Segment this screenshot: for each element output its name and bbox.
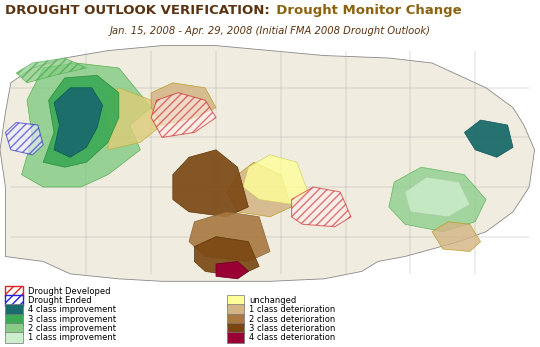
FancyBboxPatch shape [5, 295, 23, 306]
Polygon shape [464, 120, 513, 157]
Text: unchanged: unchanged [249, 296, 297, 305]
Polygon shape [389, 167, 486, 232]
Text: 1 class deterioration: 1 class deterioration [249, 305, 336, 314]
FancyBboxPatch shape [5, 332, 23, 343]
FancyBboxPatch shape [227, 314, 244, 325]
Polygon shape [151, 83, 216, 125]
Polygon shape [22, 63, 151, 187]
Text: 3 class deterioration: 3 class deterioration [249, 324, 336, 333]
Polygon shape [5, 122, 43, 155]
Text: 2 class deterioration: 2 class deterioration [249, 315, 336, 324]
Polygon shape [432, 222, 481, 252]
Text: Drought Monitor Change: Drought Monitor Change [267, 4, 462, 17]
Polygon shape [189, 212, 270, 262]
Polygon shape [292, 187, 351, 227]
Text: 2 class improvement: 2 class improvement [28, 324, 116, 333]
Text: Drought Developed: Drought Developed [28, 287, 111, 296]
Polygon shape [216, 262, 248, 279]
Text: 4 class deterioration: 4 class deterioration [249, 333, 336, 342]
Polygon shape [103, 88, 162, 150]
Polygon shape [151, 93, 216, 137]
Polygon shape [43, 75, 119, 167]
Text: 3 class improvement: 3 class improvement [28, 315, 116, 324]
Polygon shape [227, 162, 292, 217]
Text: 4 class improvement: 4 class improvement [28, 305, 116, 314]
Polygon shape [194, 237, 259, 276]
FancyBboxPatch shape [5, 323, 23, 334]
FancyBboxPatch shape [5, 314, 23, 325]
Polygon shape [173, 150, 248, 217]
FancyBboxPatch shape [227, 332, 244, 343]
FancyBboxPatch shape [227, 295, 244, 306]
FancyBboxPatch shape [5, 286, 23, 297]
Text: 1 class improvement: 1 class improvement [28, 333, 116, 342]
Text: DROUGHT OUTLOOK VERIFICATION:: DROUGHT OUTLOOK VERIFICATION: [5, 4, 270, 17]
Polygon shape [0, 45, 535, 281]
Polygon shape [405, 177, 470, 217]
FancyBboxPatch shape [227, 304, 244, 315]
Polygon shape [243, 155, 308, 204]
Text: Drought Ended: Drought Ended [28, 296, 92, 305]
Text: Jan. 15, 2008 - Apr. 29, 2008 (Initial FMA 2008 Drought Outlook): Jan. 15, 2008 - Apr. 29, 2008 (Initial F… [110, 26, 430, 36]
Polygon shape [54, 88, 103, 157]
FancyBboxPatch shape [5, 304, 23, 315]
Polygon shape [16, 58, 86, 83]
FancyBboxPatch shape [227, 323, 244, 334]
